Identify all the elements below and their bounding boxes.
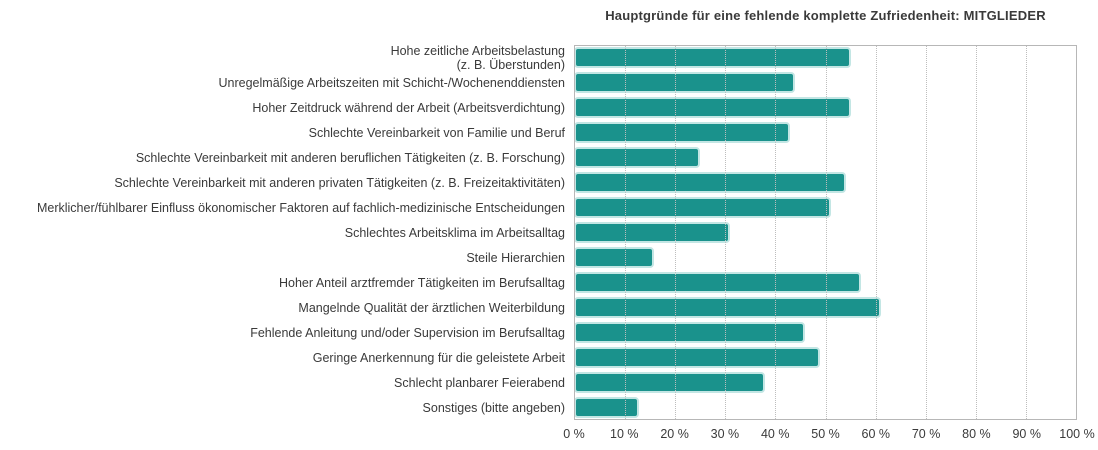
x-axis-tick-label: 100 %: [1059, 427, 1095, 441]
x-axis-tick-label: 40 %: [760, 427, 790, 441]
bar-row: Schlechte Vereinbarkeit mit anderen beru…: [0, 145, 1098, 170]
bar: [574, 397, 640, 418]
category-label: Schlechte Vereinbarkeit mit anderen beru…: [135, 150, 565, 165]
category-label: Hoher Anteil arztfremder Tätigkeiten im …: [278, 275, 565, 290]
x-axis-tick-label: 60 %: [861, 427, 891, 441]
category-label: Merklicher/fühlbarer Einfluss ökonomisch…: [36, 200, 565, 215]
category-label: Steile Hierarchien: [466, 250, 565, 265]
bar-track: [574, 270, 1077, 295]
category-label: Geringe Anerkennung für die geleistete A…: [312, 350, 565, 365]
bar-row: Hoher Anteil arztfremder Tätigkeiten im …: [0, 270, 1098, 295]
bar-row: Schlechte Vereinbarkeit mit anderen priv…: [0, 170, 1098, 195]
bar: [574, 197, 831, 218]
bar-track: [574, 95, 1077, 120]
category-label: Schlechte Vereinbarkeit von Familie und …: [308, 125, 565, 140]
bar-track: [574, 45, 1077, 70]
category-label: Fehlende Anleitung und/oder Supervision …: [250, 325, 565, 340]
bar: [574, 297, 881, 318]
x-axis: 0 % 10 % 20 % 30 % 40 % 50 % 60 % 70 % 80 % 90 % 1…: [563, 427, 1095, 445]
category-label: Schlechte Vereinbarkeit mit anderen priv…: [114, 175, 565, 190]
x-axis-tick-label: 0 %: [563, 427, 585, 441]
x-axis-tick-label: 80 %: [962, 427, 991, 441]
category-label: Hoher Zeitdruck während der Arbeit (Arbe…: [252, 100, 565, 115]
bars-area: Hohe zeitliche Arbeitsbelastung (z. B. Ü…: [0, 43, 1098, 420]
bar: [574, 172, 846, 193]
bar: [574, 347, 821, 368]
bar-row: Steile Hierarchien: [0, 245, 1098, 270]
bar: [574, 97, 851, 118]
category-label: Schlechtes Arbeitsklima im Arbeitsalltag: [344, 225, 565, 240]
bar-row: Hohe zeitliche Arbeitsbelastung (z. B. Ü…: [0, 43, 1098, 72]
bar-row: Sonstiges (bitte angeben): [0, 395, 1098, 420]
bar: [574, 372, 766, 393]
bar: [574, 322, 806, 343]
x-axis-tick-label: 30 %: [710, 427, 740, 441]
bar-track: [574, 245, 1077, 270]
bar-row: Schlechte Vereinbarkeit von Familie und …: [0, 120, 1098, 145]
category-label: Schlecht planbarer Feierabend: [394, 375, 565, 390]
category-label: Mangelnde Qualität der ärztlichen Weiter…: [298, 300, 565, 315]
bar: [574, 272, 861, 293]
bar-track: [574, 220, 1077, 245]
bar-track: [574, 70, 1077, 95]
x-axis-tick-label: 20 %: [660, 427, 689, 441]
bar-row: Fehlende Anleitung und/oder Supervision …: [0, 320, 1098, 345]
bar-row: Hoher Zeitdruck während der Arbeit (Arbe…: [0, 95, 1098, 120]
category-label: Sonstiges (bitte angeben): [422, 400, 565, 415]
x-axis-tick-label: 90 %: [1012, 427, 1041, 441]
bar: [574, 247, 655, 268]
bar-track: [574, 195, 1077, 220]
bar-track: [574, 370, 1077, 395]
x-axis-tick-label: 70 %: [911, 427, 941, 441]
bar-track: [574, 395, 1077, 420]
x-axis-tick-label: 10 %: [610, 427, 639, 441]
bar: [574, 72, 796, 93]
x-axis-tick-label: 50 %: [811, 427, 840, 441]
bar: [574, 147, 700, 168]
bar-track: [574, 320, 1077, 345]
bar-row: Schlecht planbarer Feierabend: [0, 370, 1098, 395]
bar-row: Merklicher/fühlbarer Einfluss ökonomisch…: [0, 195, 1098, 220]
bar-row: Geringe Anerkennung für die geleistete A…: [0, 345, 1098, 370]
bar: [574, 222, 730, 243]
bar-track: [574, 120, 1077, 145]
bar: [574, 47, 851, 68]
bar-track: [574, 345, 1077, 370]
chart-title: Hauptgründe für eine fehlende komplette …: [605, 8, 1046, 23]
bar: [574, 122, 791, 143]
category-label: Hohe zeitliche Arbeitsbelastung (z. B. Ü…: [390, 43, 565, 72]
category-label: Unregelmäßige Arbeitszeiten mit Schicht-…: [218, 75, 565, 90]
bar-track: [574, 170, 1077, 195]
bar-track: [574, 145, 1077, 170]
bar-track: [574, 295, 1077, 320]
bar-row: Unregelmäßige Arbeitszeiten mit Schicht-…: [0, 70, 1098, 95]
bar-row: Mangelnde Qualität der ärztlichen Weiter…: [0, 295, 1098, 320]
bar-row: Schlechtes Arbeitsklima im Arbeitsalltag: [0, 220, 1098, 245]
